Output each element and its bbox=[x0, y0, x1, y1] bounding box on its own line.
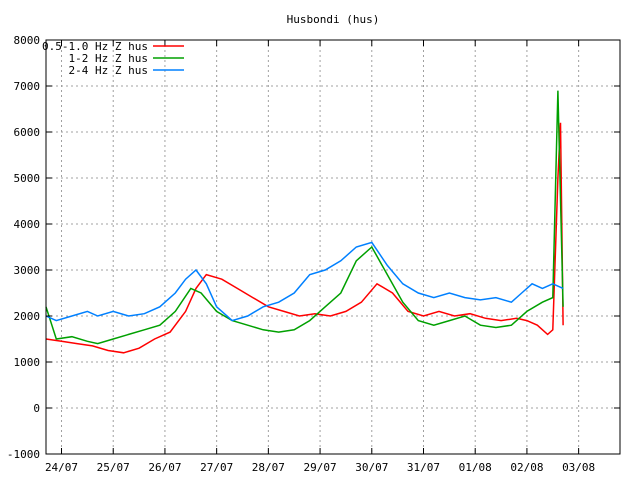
y-tick-label: 0 bbox=[33, 402, 40, 415]
legend-label: 0.5-1.0 Hz Z hus bbox=[42, 40, 148, 53]
x-tick-label: 02/08 bbox=[510, 461, 543, 474]
axis-layer: -1000 0 1000 2000 3000 4000 5000 6000 7000 8000 24… bbox=[7, 34, 620, 474]
x-tick-label: 01/08 bbox=[459, 461, 492, 474]
x-tick-label: 27/07 bbox=[200, 461, 233, 474]
x-tick-label: 26/07 bbox=[148, 461, 181, 474]
y-tick-label: 1000 bbox=[14, 356, 41, 369]
series-line-1 bbox=[45, 122, 564, 354]
x-tick-label: 30/07 bbox=[355, 461, 388, 474]
series-layer bbox=[45, 90, 564, 354]
x-tick-label: 03/08 bbox=[562, 461, 595, 474]
series-line-3 bbox=[45, 241, 564, 322]
series-line-2 bbox=[45, 90, 564, 345]
plot-frame bbox=[45, 39, 621, 455]
y-tick-label: 7000 bbox=[14, 80, 41, 93]
x-tick-label: 24/07 bbox=[45, 461, 78, 474]
x-tick-label: 29/07 bbox=[304, 461, 337, 474]
y-tick-label: 6000 bbox=[14, 126, 41, 139]
chart-title: Husbondi (hus) bbox=[287, 13, 380, 26]
grid-layer bbox=[46, 40, 620, 454]
x-tick-label: 28/07 bbox=[252, 461, 285, 474]
y-tick-label: 8000 bbox=[14, 34, 41, 47]
legend-label: 2-4 Hz Z hus bbox=[69, 64, 148, 77]
x-tick-label: 25/07 bbox=[97, 461, 130, 474]
y-tick-label: -1000 bbox=[7, 448, 40, 461]
y-tick-label: 4000 bbox=[14, 218, 41, 231]
y-tick-label: 3000 bbox=[14, 264, 41, 277]
y-tick-label: 2000 bbox=[14, 310, 41, 323]
x-tick-label: 31/07 bbox=[407, 461, 440, 474]
y-tick-label: 5000 bbox=[14, 172, 41, 185]
legend-label: 1-2 Hz Z hus bbox=[69, 52, 148, 65]
